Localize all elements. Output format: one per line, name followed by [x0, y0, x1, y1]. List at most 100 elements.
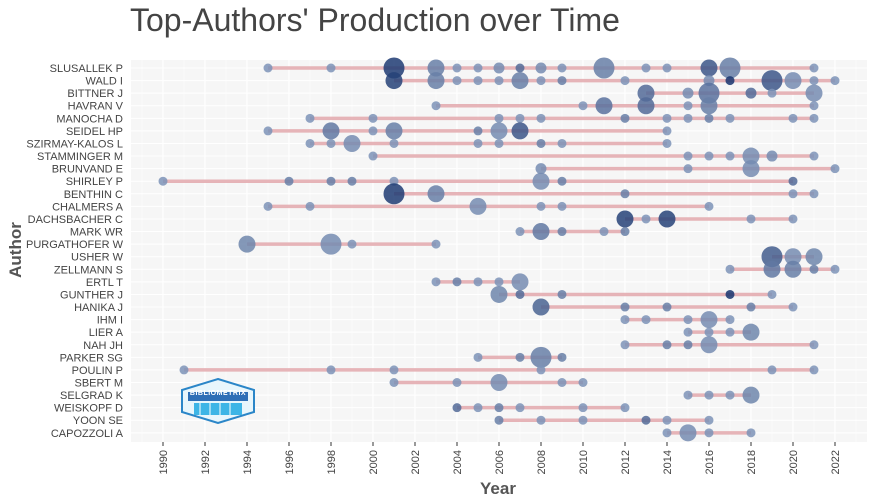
- data-point: [788, 189, 798, 199]
- data-point: [493, 62, 505, 74]
- data-point: [530, 346, 552, 368]
- data-point: [683, 340, 693, 350]
- data-point: [326, 365, 336, 375]
- x-tick-label: 1992: [200, 450, 212, 474]
- data-point: [536, 365, 546, 375]
- data-point: [452, 403, 462, 413]
- data-point: [662, 126, 672, 136]
- data-point: [662, 340, 672, 350]
- data-point: [725, 264, 735, 274]
- data-point: [805, 84, 823, 102]
- data-point: [427, 185, 445, 203]
- data-point: [830, 264, 840, 274]
- data-point: [179, 365, 189, 375]
- x-tick-label: 2018: [746, 450, 758, 474]
- data-point: [742, 386, 760, 404]
- data-point: [725, 315, 735, 325]
- data-point: [662, 113, 672, 123]
- x-tick-label: 2010: [578, 450, 590, 474]
- chart-title: Top-Authors' Production over Time: [130, 2, 620, 38]
- y-tick-label: HANIKA J: [74, 302, 123, 314]
- data-point: [662, 428, 672, 438]
- data-point: [427, 59, 445, 77]
- data-point: [620, 302, 630, 312]
- y-tick-label: YOON SE: [73, 415, 123, 427]
- data-point: [578, 415, 588, 425]
- data-point: [595, 97, 613, 115]
- data-point: [809, 264, 819, 274]
- y-tick-label: BENTHIN C: [64, 189, 123, 201]
- data-point: [515, 63, 525, 73]
- data-point: [536, 76, 546, 86]
- y-tick-label: MANOCHA D: [56, 113, 123, 125]
- data-point: [322, 122, 340, 140]
- data-point: [532, 223, 550, 241]
- data-point: [578, 403, 588, 413]
- data-point: [536, 201, 546, 211]
- data-point: [830, 164, 840, 174]
- data-point: [682, 87, 694, 99]
- data-point: [761, 70, 783, 92]
- data-point: [473, 352, 483, 362]
- data-point: [532, 172, 550, 190]
- data-point: [620, 227, 630, 237]
- data-point: [742, 147, 760, 165]
- data-point: [767, 289, 777, 299]
- x-tick-label: 1994: [242, 450, 254, 474]
- data-point: [683, 101, 693, 111]
- data-point: [490, 285, 508, 303]
- data-point: [809, 101, 819, 111]
- data-point: [536, 113, 546, 123]
- data-point: [637, 97, 655, 115]
- data-point: [494, 138, 504, 148]
- data-point: [263, 63, 273, 73]
- data-point: [347, 239, 357, 249]
- data-point: [704, 428, 714, 438]
- data-point: [809, 340, 819, 350]
- x-tick-label: 2012: [620, 450, 632, 474]
- data-point: [494, 415, 504, 425]
- data-point: [641, 63, 651, 73]
- data-point: [704, 327, 714, 337]
- data-point: [725, 113, 735, 123]
- data-point: [683, 151, 693, 161]
- data-point: [557, 138, 567, 148]
- data-point: [763, 260, 781, 278]
- y-tick-label: DACHSBACHER C: [28, 214, 123, 226]
- data-point: [809, 151, 819, 161]
- data-point: [536, 138, 546, 148]
- data-point: [469, 197, 487, 215]
- x-tick-label: 2002: [410, 450, 422, 474]
- y-tick-label: CAPOZZOLI A: [51, 428, 124, 440]
- data-point: [490, 122, 508, 140]
- data-point: [830, 76, 840, 86]
- data-point: [700, 311, 718, 329]
- data-point: [452, 76, 462, 86]
- data-point: [494, 277, 504, 287]
- x-tick-label: 2006: [494, 450, 506, 474]
- x-tick-label: 2000: [368, 450, 380, 474]
- data-point: [767, 88, 777, 98]
- data-point: [700, 97, 718, 115]
- data-point: [452, 63, 462, 73]
- data-point: [473, 277, 483, 287]
- data-point: [784, 260, 802, 278]
- y-tick-label: SHIRLEY P: [66, 176, 123, 188]
- data-point: [809, 113, 819, 123]
- y-tick-label: GUNTHER J: [60, 289, 123, 301]
- x-tick-label: 2004: [452, 450, 464, 474]
- data-point: [368, 151, 378, 161]
- data-point: [532, 298, 550, 316]
- data-point: [473, 126, 483, 136]
- data-point: [305, 113, 315, 123]
- data-point: [494, 76, 504, 86]
- data-point: [683, 327, 693, 337]
- data-point: [557, 227, 567, 237]
- data-point: [326, 138, 336, 148]
- data-point: [683, 390, 693, 400]
- data-point: [679, 424, 697, 442]
- data-point: [511, 273, 529, 291]
- x-tick-label: 2022: [830, 450, 842, 474]
- data-point: [515, 352, 525, 362]
